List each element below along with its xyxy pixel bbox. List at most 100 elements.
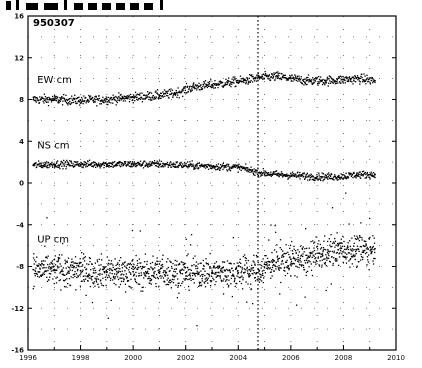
data-point — [266, 172, 269, 175]
data-point — [285, 174, 288, 176]
data-point — [87, 275, 89, 278]
data-point — [260, 267, 262, 269]
data-point — [350, 78, 353, 80]
data-point — [212, 277, 214, 279]
data-point — [103, 268, 105, 271]
data-point — [173, 278, 175, 281]
data-point — [339, 242, 341, 244]
data-point — [88, 94, 90, 97]
data-point — [241, 270, 243, 272]
data-point — [349, 266, 351, 268]
data-point — [350, 175, 353, 178]
data-point — [205, 165, 207, 167]
data-point — [334, 81, 336, 83]
data-point — [316, 76, 318, 79]
data-point — [137, 162, 140, 164]
data-point — [312, 254, 314, 256]
data-point — [290, 262, 292, 264]
data-point — [352, 83, 354, 85]
data-point — [139, 94, 141, 96]
data-point — [207, 81, 209, 84]
data-point — [317, 81, 320, 83]
data-point — [53, 95, 56, 97]
data-point — [109, 165, 112, 168]
data-point — [191, 160, 193, 162]
data-point — [360, 253, 362, 256]
data-point — [309, 252, 311, 254]
data-point — [266, 172, 268, 174]
data-point — [342, 255, 345, 258]
data-point — [252, 273, 254, 275]
data-point — [89, 97, 91, 99]
data-point — [276, 256, 278, 258]
data-point — [289, 76, 292, 78]
data-point — [323, 179, 325, 181]
data-point — [172, 275, 174, 277]
data-point — [88, 273, 90, 275]
data-point — [193, 168, 195, 170]
data-point — [58, 254, 61, 256]
data-point — [287, 78, 290, 80]
data-point — [92, 162, 94, 164]
data-point — [42, 165, 44, 167]
data-point — [342, 79, 344, 81]
data-point — [125, 97, 128, 100]
data-point — [353, 171, 355, 174]
data-point — [164, 95, 166, 98]
data-point — [111, 270, 114, 272]
data-point — [372, 175, 374, 177]
data-point — [149, 282, 151, 284]
data-point — [293, 256, 295, 258]
data-point — [182, 88, 185, 90]
data-point — [138, 97, 141, 100]
data-point — [82, 269, 84, 271]
data-point — [342, 178, 344, 180]
data-point — [68, 270, 70, 273]
data-point — [356, 235, 358, 237]
data-point — [100, 103, 102, 105]
data-point — [186, 255, 188, 257]
data-point — [350, 249, 352, 252]
data-point — [322, 251, 324, 253]
data-point — [140, 274, 143, 276]
data-point — [144, 165, 146, 167]
data-point — [346, 248, 348, 250]
data-point — [315, 263, 317, 265]
data-point — [114, 99, 117, 101]
data-point — [283, 255, 285, 258]
data-point — [283, 74, 286, 77]
data-point — [100, 253, 103, 255]
data-point — [88, 159, 91, 161]
data-point — [281, 259, 284, 262]
data-point — [106, 256, 108, 258]
data-point — [353, 235, 356, 237]
data-point — [317, 179, 319, 181]
data-point — [98, 95, 100, 97]
data-point — [265, 172, 267, 174]
data-point — [162, 254, 164, 256]
data-point — [250, 171, 253, 173]
data-point — [186, 85, 189, 88]
data-point — [187, 278, 189, 281]
data-point — [341, 242, 343, 245]
data-point — [230, 277, 233, 280]
data-point — [49, 164, 51, 166]
data-point — [34, 97, 37, 99]
data-point — [74, 262, 76, 264]
data-point — [263, 78, 266, 80]
data-point — [285, 244, 287, 246]
data-point — [115, 264, 117, 267]
data-point — [302, 175, 305, 178]
data-point — [176, 260, 178, 262]
data-point — [355, 248, 357, 251]
data-point — [223, 269, 225, 271]
data-point — [214, 271, 217, 274]
data-point — [107, 164, 109, 167]
data-point — [177, 165, 179, 168]
data-point — [266, 75, 268, 78]
data-point — [345, 258, 347, 260]
data-point — [314, 257, 316, 260]
data-point — [125, 275, 127, 278]
data-point — [58, 258, 60, 260]
data-point — [305, 76, 308, 79]
